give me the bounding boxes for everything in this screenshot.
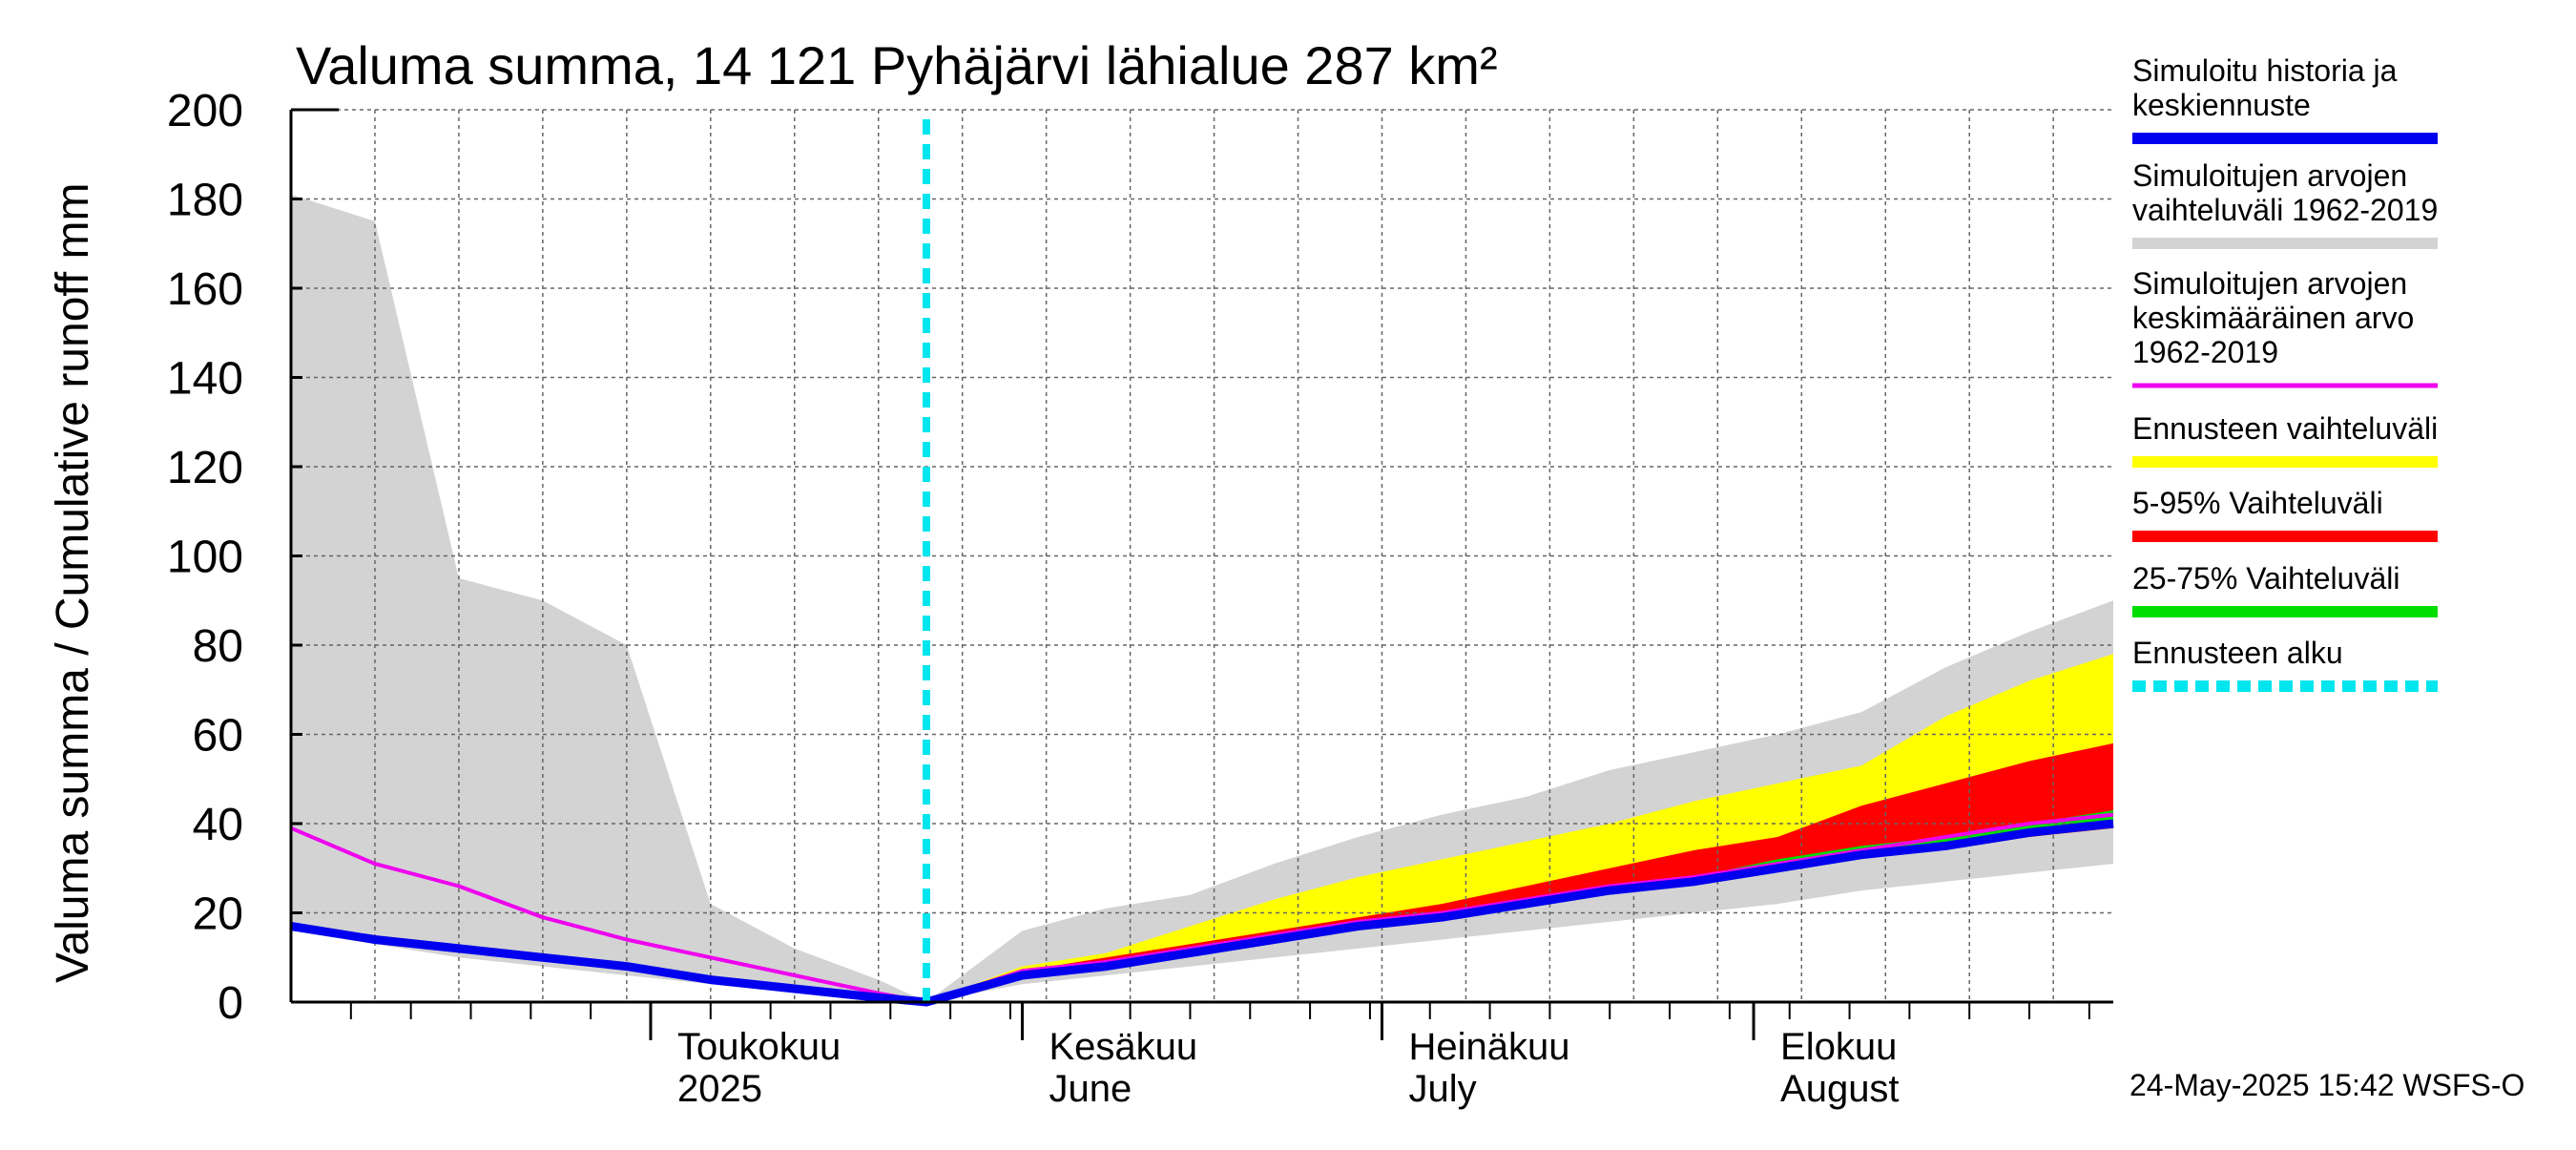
month-label: Kesäkuu [1049,1026,1198,1068]
y-axis-label: Valuma summa / Cumulative runoff mm [48,183,98,984]
legend-label: Simuloitujen arvojen [2132,266,2407,301]
y-tick-label: 100 [167,533,243,583]
y-tick-label: 60 [193,711,243,762]
legend-label: Simuloitujen arvojen [2132,158,2407,193]
plot-area [290,109,2114,1007]
legend-label: 1962-2019 [2132,335,2278,369]
band-series-0 [291,194,2113,1003]
legend-label: Ennusteen alku [2132,636,2343,670]
legend-label: keskiennuste [2132,88,2311,122]
month-label-secondary: June [1049,1068,1132,1110]
line-series-1 [290,819,2114,1007]
legend-item: 25-75% Vaihteluväli [2132,561,2438,617]
legend-item: Ennusteen vaihteluväli [2132,411,2438,468]
month-label: Heinäkuu [1408,1026,1569,1068]
month-label: Elokuu [1780,1026,1897,1068]
y-tick-label: 0 [218,978,243,1029]
y-tick-label: 180 [167,176,243,226]
y-tick-label: 80 [193,621,243,672]
legend-label: vaihteluväli 1962-2019 [2132,193,2438,227]
y-tick-label: 160 [167,264,243,315]
month-label-secondary: August [1780,1068,1900,1110]
month-label: Toukokuu [677,1026,841,1068]
line-series-0 [290,812,2114,1004]
legend-label: keskimääräinen arvo [2132,301,2414,335]
y-tick-label: 140 [167,354,243,405]
y-tick-label: 40 [193,800,243,850]
legend-label: 5-95% Vaihteluväli [2132,486,2383,520]
legend-label: 25-75% Vaihteluväli [2132,561,2399,596]
legend-item: 5-95% Vaihteluväli [2132,486,2438,542]
month-label-secondary: July [1408,1068,1476,1110]
chart-title: Valuma summa, 14 121 Pyhäjärvi lähialue … [296,35,1498,95]
y-tick-label: 20 [193,889,243,940]
month-label-secondary: 2025 [677,1068,762,1110]
legend: Simuloitu historia jakeskiennusteSimuloi… [2132,53,2438,692]
timestamp: 24-May-2025 15:42 WSFS-O [2129,1068,2524,1102]
legend-label: Simuloitu historia ja [2132,53,2398,88]
y-tick-label: 200 [167,86,243,136]
y-tick-label: 120 [167,443,243,493]
legend-label: Ennusteen vaihteluväli [2132,411,2438,446]
legend-item: Ennusteen alku [2132,636,2438,692]
